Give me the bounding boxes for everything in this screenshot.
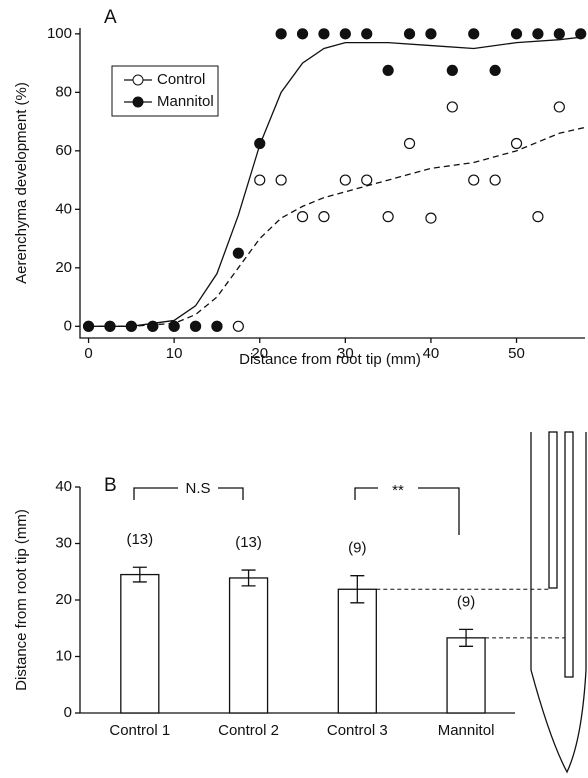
- point: [339, 28, 351, 40]
- point: [468, 28, 480, 40]
- legend-marker: [132, 74, 144, 86]
- point: [318, 28, 330, 40]
- point: [403, 137, 416, 150]
- n-label: (9): [348, 540, 366, 557]
- y-tick-label: 60: [55, 142, 72, 159]
- x-axis-label: Distance from root tip (mm): [239, 351, 421, 368]
- x-tick-label: 10: [166, 345, 183, 362]
- point: [446, 101, 458, 113]
- point: [382, 64, 394, 77]
- y-tick-label: 80: [55, 83, 72, 100]
- point: [147, 320, 159, 332]
- point: [510, 28, 523, 40]
- bracket: [354, 487, 460, 535]
- x-tick-label: Mannitol: [438, 722, 495, 739]
- point: [232, 320, 244, 332]
- point: [296, 28, 309, 40]
- point: [510, 137, 523, 150]
- point: [168, 320, 180, 332]
- y-axis-label: Distance from root tip (mm): [13, 509, 30, 691]
- error-bar: [350, 575, 365, 604]
- y-tick-label: 20: [55, 591, 72, 608]
- y-tick-label: 0: [64, 317, 72, 334]
- x-tick-label: 0: [84, 345, 92, 362]
- point: [361, 28, 373, 40]
- bracket: [133, 487, 244, 500]
- panel-label: B: [104, 475, 117, 496]
- point: [553, 28, 565, 40]
- y-tick-label: 40: [55, 478, 72, 495]
- y-axis-label: Aerenchyma development (%): [13, 82, 30, 284]
- point: [425, 28, 437, 40]
- x-tick-label: 20: [251, 345, 268, 362]
- point: [232, 247, 244, 259]
- axis: [79, 28, 585, 339]
- panel-label: A: [104, 7, 117, 28]
- x-tick-label: Control 2: [218, 722, 279, 739]
- x-tick-label: Control 1: [109, 722, 170, 739]
- x-tick-label: 40: [423, 345, 440, 362]
- point: [553, 101, 565, 113]
- point: [468, 174, 480, 186]
- point: [532, 211, 544, 223]
- bar: [228, 577, 269, 714]
- legend-label: Mannitol: [157, 93, 214, 110]
- y-tick-label: 100: [47, 25, 72, 42]
- point: [425, 212, 437, 224]
- error-bar: [459, 628, 474, 647]
- legend-label: Control: [157, 71, 205, 88]
- fit-line: [88, 126, 586, 327]
- point: [446, 64, 458, 77]
- x-tick-label: 50: [508, 345, 525, 362]
- y-tick-label: 30: [55, 534, 72, 551]
- point: [254, 137, 266, 150]
- point: [489, 64, 501, 77]
- y-tick-label: 10: [55, 647, 72, 664]
- fit-line: [88, 36, 586, 327]
- bar: [120, 573, 160, 714]
- point: [296, 211, 309, 223]
- point: [532, 28, 544, 40]
- y-tick-label: 40: [55, 200, 72, 217]
- point: [189, 320, 202, 332]
- root-strip: [548, 431, 558, 589]
- error-bar: [241, 569, 256, 587]
- point: [318, 211, 330, 223]
- point: [275, 28, 287, 40]
- bar: [446, 637, 486, 714]
- point: [82, 320, 95, 332]
- error-bar: [132, 566, 147, 583]
- y-tick-label: 20: [55, 259, 72, 276]
- x-tick-label: 30: [337, 345, 354, 362]
- annotation: **: [392, 482, 404, 499]
- point: [104, 320, 116, 332]
- point: [489, 174, 501, 186]
- point: [211, 320, 223, 332]
- n-label: (13): [126, 531, 153, 548]
- point: [275, 174, 287, 186]
- n-label: (9): [457, 593, 475, 610]
- annotation: N.S: [185, 480, 210, 497]
- legend-box: [111, 65, 219, 117]
- x-tick-label: Control 3: [327, 722, 388, 739]
- n-label: (13): [235, 534, 262, 551]
- legend-marker: [132, 96, 144, 108]
- point: [254, 174, 266, 186]
- point: [339, 174, 351, 186]
- point: [361, 174, 373, 186]
- root-strip: [564, 431, 574, 678]
- bar: [337, 588, 377, 714]
- point: [403, 28, 416, 40]
- point: [575, 28, 587, 40]
- root-outline: [530, 432, 587, 774]
- point: [125, 320, 137, 332]
- y-tick-label: 0: [64, 704, 72, 721]
- point: [382, 211, 394, 223]
